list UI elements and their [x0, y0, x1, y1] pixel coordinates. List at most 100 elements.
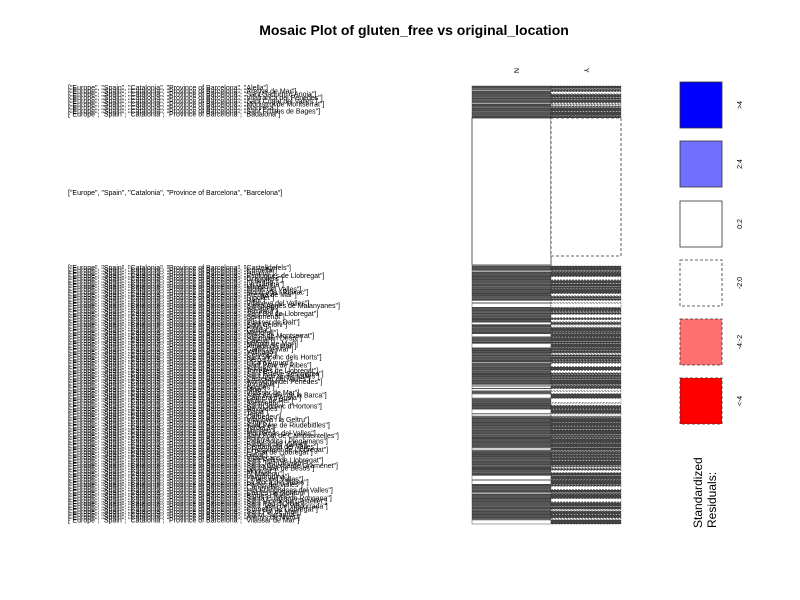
lower-row-n-tile — [471, 457, 552, 461]
lower-row-y-tile — [550, 511, 622, 515]
legend-label: -2:0 — [737, 277, 744, 289]
row-label: ["Europe", "Spain", "Catalonia", "Provin… — [68, 295, 274, 302]
row-label: ["Europe", "Spain", "Catalonia", "Provin… — [68, 287, 301, 294]
row-label: ["Europe", "Spain", "Catalonia", "Provin… — [68, 471, 284, 478]
row-label: ["Europe", "Spain", "Catalonia", "Provin… — [68, 355, 322, 362]
legend-title-line1: Standardized — [691, 457, 705, 528]
upper-row-y-tile — [550, 88, 622, 90]
lower-row-n-tile — [471, 494, 552, 499]
lower-row-y-tile — [550, 333, 622, 337]
row-label: ["Europe", "Spain", "Catalonia", "Provin… — [68, 501, 304, 508]
row-label: ["Europe", "Spain", "Catalonia", "Provin… — [68, 406, 282, 413]
lower-row-n-tile — [471, 350, 552, 353]
row-label: ["Europe", "Spain", "Catalonia", "Provin… — [68, 379, 322, 386]
lower-row-y-tile — [550, 467, 622, 469]
lower-row-n-tile — [471, 416, 552, 418]
lower-row-y-tile — [550, 307, 622, 311]
lower-row-n-tile — [471, 354, 552, 357]
lower-row-y-tile — [550, 472, 622, 476]
lower-row-y-tile — [550, 519, 622, 525]
lower-row-n-tile — [471, 472, 552, 476]
lower-row-y-tile — [550, 354, 622, 357]
lower-row-y-tile — [550, 494, 622, 499]
lower-row-y-tile — [550, 276, 622, 280]
row-label: ["Europe", "Spain", "Catalonia", "Provin… — [68, 384, 275, 391]
row-label: ["Europe", "Spain", "Catalonia", "Provin… — [68, 509, 301, 516]
upper-row-n-tile — [471, 106, 552, 108]
row-label: ["Europe", "Spain", "Catalonia", "Provin… — [68, 403, 322, 410]
lower-row-y-tile — [550, 452, 622, 455]
lower-row-n-tile — [471, 370, 552, 373]
lower-row-y-tile — [550, 391, 622, 394]
lower-row-y-tile — [550, 373, 622, 375]
row-label: ["Europe", "Spain", "Catalonia", "Provin… — [68, 409, 268, 416]
row-label: ["Europe", "Spain", "Catalonia", "Provin… — [68, 512, 299, 519]
row-labels: ["Europe", "Spain", "Catalonia", "Provin… — [68, 85, 340, 524]
lower-row-n-tile — [471, 475, 552, 480]
lower-row-n-tile — [471, 366, 552, 371]
lower-row-n-tile — [471, 333, 552, 337]
lower-row-y-tile — [550, 341, 622, 344]
row-label: ["Europe", "Spain", "Catalonia", "Provin… — [68, 363, 312, 370]
lower-row-n-tile — [471, 341, 552, 344]
row-label: ["Europe", "Spain", "Catalonia", "Provin… — [68, 447, 328, 454]
legend-swatch — [679, 140, 723, 188]
upper-row-y-tile — [550, 91, 622, 95]
lower-row-n-tile — [471, 298, 552, 301]
row-label: ["Europe", "Spain", "Catalonia", "Provin… — [68, 85, 268, 92]
lower-row-n-tile — [471, 307, 552, 311]
lower-row-n-tile — [471, 348, 552, 351]
lower-row-n-tile — [471, 318, 552, 320]
upper-row-y-tile — [550, 107, 622, 112]
lower-row-n-tile — [471, 480, 552, 485]
lower-row-n-tile — [471, 403, 552, 406]
row-label: ["Europe", "Spain", "Catalonia", "Provin… — [68, 493, 295, 500]
row-label: ["Europe", "Spain", "Catalonia", "Provin… — [68, 95, 323, 102]
row-label: ["Europe", "Spain", "Catalonia", "Provin… — [68, 393, 327, 400]
row-label: ["Europe", "Spain", "Catalonia", "Provin… — [68, 349, 278, 356]
lower-row-n-tile — [471, 489, 552, 493]
lower-row-n-tile — [471, 467, 552, 469]
legend-label: -4:-2 — [737, 335, 744, 350]
row-label: ["Europe", "Spain", "Catalonia", "Provin… — [68, 292, 297, 299]
row-label: ["Europe", "Spain", "Catalonia", "Provin… — [68, 270, 275, 277]
row-label: ["Europe", "Spain", "Catalonia", "Provin… — [68, 376, 310, 383]
upper-row-n-tile — [471, 91, 552, 95]
lower-row-n-tile — [471, 322, 552, 325]
row-label: ["Europe", "Spain", "Catalonia", "Provin… — [68, 289, 308, 296]
upper-row-y-tile — [550, 102, 622, 105]
lower-row-y-tile — [550, 416, 622, 418]
column-label-y: Y — [582, 68, 589, 73]
upper-row-n-tile — [471, 102, 552, 105]
lower-row-n-tile — [471, 311, 552, 313]
lower-row-y-tile — [550, 361, 622, 363]
lower-row-y-tile — [550, 509, 622, 511]
row-label: ["Europe", "Spain", "Catalonia", "Provin… — [68, 300, 309, 307]
row-label: ["Europe", "Spain", "Catalonia", "Provin… — [68, 390, 299, 397]
upper-row-n-tile — [471, 94, 552, 98]
lower-row-n-tile — [471, 405, 552, 409]
row-label: ["Europe", "Spain", "Catalonia", "Provin… — [68, 455, 285, 462]
row-label: ["Europe", "Spain", "Catalonia", "Provin… — [68, 281, 284, 288]
lower-row-y-tile — [550, 484, 622, 486]
lower-row-y-tile — [550, 518, 622, 520]
lower-row-y-tile — [550, 366, 622, 371]
row-label: ["Europe", "Spain", "Catalonia", "Provin… — [68, 395, 301, 402]
row-label: ["Europe", "Spain", "Catalonia", "Provin… — [68, 477, 303, 484]
lower-row-y-tile — [550, 506, 622, 510]
lower-row-y-tile — [550, 475, 622, 480]
legend: >4 2:4 0:2 -2:0 -4:-2 <-4 — [679, 81, 744, 425]
row-label: ["Europe", "Spain", "Catalonia", "Provin… — [68, 398, 293, 405]
lower-row-y-tile — [550, 322, 622, 325]
upper-row-y-tile — [550, 106, 622, 108]
row-label: ["Europe", "Spain", "Catalonia", "Provin… — [68, 482, 303, 489]
row-label: ["Europe", "Spain", "Catalonia", "Provin… — [68, 431, 316, 438]
lower-row-y-tile — [550, 314, 622, 318]
lower-row-n-tile — [471, 422, 552, 426]
upper-row-y-tile — [550, 111, 622, 116]
row-label: ["Europe", "Spain", "Catalonia", "Provin… — [68, 444, 318, 451]
lower-row-y-tile — [550, 434, 622, 437]
row-label: ["Europe", "Spain", "Catalonia", "Provin… — [68, 88, 296, 95]
row-label: ["Europe", "Spain", "Catalonia", "Provin… — [68, 387, 266, 394]
lower-row-y-tile — [550, 502, 622, 507]
